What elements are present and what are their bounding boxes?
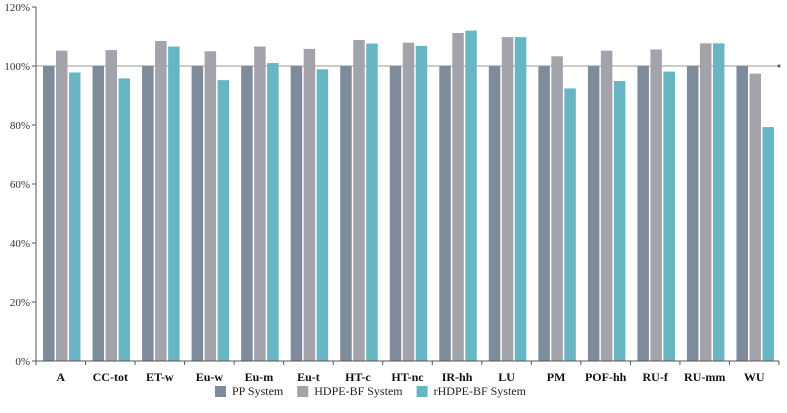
bar-rhdpe-bf-system-et-w	[168, 46, 180, 361]
bars-group	[43, 30, 774, 362]
bar-pp-system-ht-c	[340, 66, 352, 361]
bar-pp-system-ir-hh	[439, 66, 451, 361]
bar-hdpe-bf-system-eu-t	[303, 48, 316, 361]
bar-rhdpe-bf-system-lu	[514, 37, 527, 362]
bar-hdpe-bf-system-et-w	[155, 40, 167, 362]
legend-label: PP System	[232, 384, 284, 398]
bar-rhdpe-bf-system-pm	[564, 88, 576, 362]
bar-hdpe-bf-system-a	[56, 50, 68, 361]
reference-line-marker	[777, 64, 781, 68]
bar-pp-system-ru-mm	[686, 66, 699, 361]
bar-hdpe-bf-system-pm	[551, 56, 563, 361]
bar-rhdpe-bf-system-eu-w	[217, 80, 230, 361]
x-category-label: HT-nc	[391, 370, 424, 384]
x-category-label: Eu-w	[196, 370, 224, 384]
legend-swatch	[215, 386, 226, 397]
axes-group	[35, 7, 780, 365]
bar-hdpe-bf-system-ru-mm	[699, 43, 712, 361]
bar-rhdpe-bf-system-cc-tot	[118, 78, 131, 361]
x-axis-category-labels: A CC-tot ET-w Eu-w Eu-m Eu-t HT-c HT-nc IR-hh LU P…	[56, 370, 764, 384]
y-tick-label: 20%	[10, 297, 30, 309]
x-category-label: CC-tot	[93, 370, 128, 384]
x-category-label: A	[56, 370, 65, 384]
x-category-label: ET-w	[146, 370, 174, 384]
x-category-label: POF-hh	[585, 370, 627, 384]
legend-swatch	[416, 386, 428, 397]
x-category-label: IR-hh	[442, 370, 473, 384]
x-category-label: PM	[547, 370, 566, 384]
y-tick-label: 80%	[10, 120, 30, 132]
bar-hdpe-bf-system-ru-f	[650, 49, 662, 361]
bar-pp-system-pof-hh	[587, 66, 600, 361]
y-tick-label: 60%	[10, 179, 30, 191]
bar-pp-system-wu	[736, 66, 748, 361]
bar-rhdpe-bf-system-ir-hh	[465, 30, 477, 361]
legend: PP System HDPE-BF System rHDPE-BF System	[215, 384, 527, 398]
bar-hdpe-bf-system-pof-hh	[600, 50, 613, 361]
y-tick-label: 100%	[4, 61, 30, 73]
bar-rhdpe-bf-system-ru-f	[663, 71, 675, 361]
x-category-label: Eu-m	[245, 370, 274, 384]
x-category-label: RU-f	[643, 370, 669, 384]
bar-rhdpe-bf-system-eu-m	[267, 63, 279, 362]
bar-rhdpe-bf-system-a	[69, 72, 81, 362]
bar-rhdpe-bf-system-wu	[762, 127, 774, 361]
bar-pp-system-lu	[488, 66, 501, 361]
bar-hdpe-bf-system-lu	[501, 37, 514, 362]
bar-pp-system-eu-t	[290, 66, 303, 361]
bar-pp-system-eu-m	[241, 66, 253, 361]
bar-pp-system-a	[43, 66, 55, 361]
bar-hdpe-bf-system-eu-w	[204, 51, 217, 361]
bar-rhdpe-bf-system-pof-hh	[613, 81, 626, 362]
bar-hdpe-bf-system-cc-tot	[105, 50, 118, 361]
legend-swatch	[297, 386, 309, 397]
bar-pp-system-pm	[538, 66, 550, 361]
x-category-label: LU	[498, 370, 515, 384]
x-category-label: WU	[744, 370, 765, 384]
bar-pp-system-eu-w	[191, 66, 204, 361]
y-tick-label: 0%	[15, 356, 30, 368]
x-category-label: HT-c	[345, 370, 371, 384]
bar-hdpe-bf-system-ir-hh	[452, 32, 464, 362]
bar-pp-system-et-w	[142, 66, 154, 361]
bar-rhdpe-bf-system-eu-t	[316, 69, 329, 362]
y-tick-label: 40%	[10, 238, 30, 250]
bar-hdpe-bf-system-eu-m	[254, 46, 266, 361]
y-axis-ticks: 0% 20% 40% 60% 80% 100% 120%	[4, 2, 36, 368]
bar-hdpe-bf-system-ht-nc	[402, 42, 415, 361]
y-tick-label: 120%	[4, 2, 30, 14]
legend-label: rHDPE-BF System	[434, 384, 527, 398]
legend-label: HDPE-BF System	[314, 384, 403, 398]
bar-hdpe-bf-system-wu	[749, 73, 761, 362]
bar-pp-system-ht-nc	[389, 66, 402, 361]
x-category-label: Eu-t	[297, 370, 320, 384]
bar-hdpe-bf-system-ht-c	[353, 40, 365, 361]
bar-rhdpe-bf-system-ru-mm	[712, 43, 725, 361]
bar-rhdpe-bf-system-ht-nc	[415, 45, 428, 361]
x-category-label: RU-mm	[684, 370, 725, 384]
bar-pp-system-cc-tot	[92, 66, 105, 361]
bar-pp-system-ru-f	[637, 66, 649, 361]
bar-rhdpe-bf-system-ht-c	[366, 43, 378, 361]
